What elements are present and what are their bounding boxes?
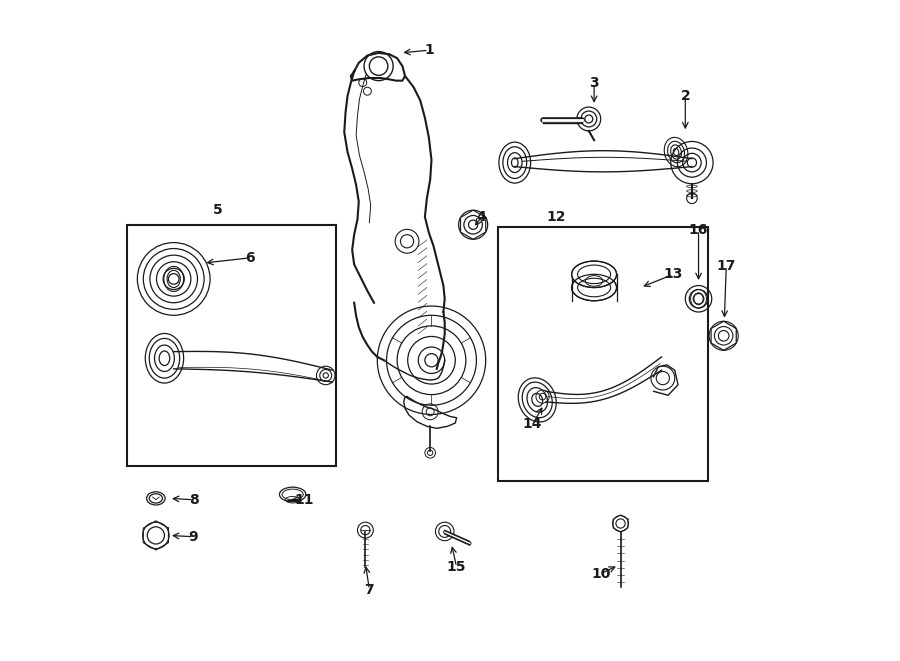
Ellipse shape	[280, 487, 306, 502]
Text: 9: 9	[189, 529, 198, 544]
Bar	[498, 227, 707, 481]
Text: 7: 7	[364, 582, 374, 597]
Text: 13: 13	[663, 267, 683, 282]
Polygon shape	[351, 53, 405, 81]
Text: 6: 6	[246, 251, 256, 265]
Polygon shape	[404, 397, 456, 428]
Text: 11: 11	[295, 492, 314, 507]
Text: 17: 17	[716, 258, 736, 273]
Text: 1: 1	[424, 43, 434, 58]
Text: 2: 2	[680, 89, 690, 103]
Text: 15: 15	[447, 560, 466, 574]
Text: 16: 16	[688, 223, 708, 237]
Ellipse shape	[572, 274, 616, 301]
Text: 3: 3	[590, 75, 598, 90]
Text: 14: 14	[523, 417, 543, 432]
Text: 10: 10	[591, 566, 610, 581]
Text: 5: 5	[212, 203, 222, 217]
Bar	[128, 225, 336, 466]
Text: 8: 8	[189, 492, 198, 507]
Text: 4: 4	[477, 210, 487, 224]
Text: 12: 12	[546, 210, 565, 224]
Polygon shape	[653, 365, 678, 395]
Ellipse shape	[572, 261, 616, 288]
